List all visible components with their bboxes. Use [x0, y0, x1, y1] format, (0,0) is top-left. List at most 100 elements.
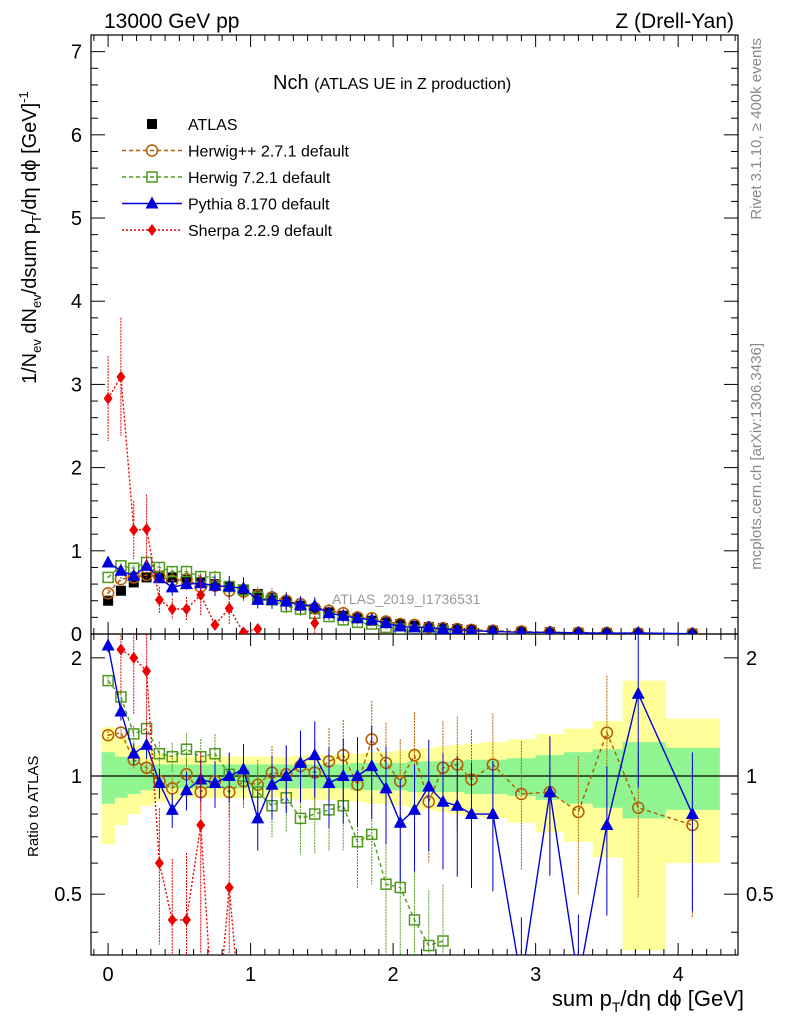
pythia-marker — [487, 624, 499, 634]
pythia-marker — [336, 769, 350, 782]
herwig-marker — [166, 565, 178, 578]
pythia-marker — [308, 598, 322, 611]
band-inner-bin — [127, 759, 141, 794]
pythia-marker — [194, 576, 208, 589]
sherpa-marker — [196, 588, 206, 601]
herwig-marker — [294, 812, 307, 825]
y-tick-label: 3 — [71, 374, 82, 396]
herwig-marker — [114, 726, 128, 739]
x-tick-label: 1 — [245, 964, 256, 986]
sherpa-marker — [167, 603, 177, 616]
sherpa-marker — [181, 603, 191, 616]
uncertainty-bands — [101, 680, 720, 951]
pythia-marker — [422, 779, 436, 792]
sherpa-marker — [196, 819, 206, 832]
plot-title-main: Nch — [273, 72, 309, 94]
pythia-marker — [165, 802, 179, 815]
herwig-marker — [408, 914, 421, 926]
legend-label-pythia: Pythia 8.170 default — [188, 197, 330, 214]
ratio-series-sherpa — [116, 634, 236, 955]
pythia-marker — [572, 974, 585, 986]
x-tick-label: 2 — [388, 964, 399, 986]
herwig-marker — [153, 747, 166, 760]
herwig-marker — [380, 878, 392, 891]
pythia-marker — [451, 622, 464, 634]
herwig-marker — [437, 935, 449, 947]
pythia-marker — [365, 612, 379, 625]
pythia-marker — [422, 620, 436, 633]
plot-layer: 0 1 2 3 4 0 1 2 3 4 5 6 7 0.5 0.5 1 1 2 2 — [54, 34, 774, 986]
atlas-marker — [115, 585, 126, 596]
y-tick-label: 0 — [71, 624, 82, 646]
legend: ATLAS Herwig++ 2.7.1 default Herwig 7.2.1 … — [122, 117, 350, 240]
legend-marker-herwig — [145, 144, 159, 157]
sherpa-marker — [142, 665, 152, 678]
pythia-marker — [450, 798, 464, 811]
ratio-series-pythia — [101, 634, 699, 986]
pythia-marker — [251, 811, 265, 824]
pythia-marker — [251, 592, 265, 605]
sherpa-line — [107, 374, 258, 634]
pythia-marker — [465, 807, 479, 820]
pythia-marker — [631, 686, 645, 699]
sherpa-marker — [116, 370, 126, 383]
pythia-marker — [633, 625, 643, 634]
herwig-marker — [515, 787, 528, 801]
herwig-line — [107, 730, 693, 826]
herwig-marker — [351, 836, 364, 848]
sherpa-marker — [154, 593, 164, 606]
rivet-version-text: Rivet 3.1.10, ≥ 400k events — [748, 38, 765, 220]
sherpa-marker — [129, 524, 139, 537]
herwig-marker — [180, 743, 193, 755]
legend-label-atlas: ATLAS — [188, 117, 238, 134]
legend-marker-herwig — [146, 171, 158, 183]
y-tick-label: 1 — [71, 541, 82, 563]
herwig-marker — [209, 747, 221, 760]
pythia-line — [107, 561, 693, 634]
pythia-marker — [379, 781, 393, 794]
herwig-marker — [394, 881, 406, 894]
pythia-marker — [236, 581, 250, 594]
pythia-marker — [222, 769, 236, 782]
pythia-marker — [322, 606, 336, 619]
pythia-marker — [350, 769, 364, 782]
analysis-watermark: ATLAS_2019_I1736531 — [332, 591, 481, 607]
pythia-line — [107, 645, 694, 955]
herwig-marker — [102, 674, 114, 687]
herwig-marker — [308, 808, 321, 820]
pythia-marker — [515, 974, 528, 986]
x-axis-label: sum pT/dη dϕ [GeV] — [552, 986, 744, 1015]
sherpa-marker — [142, 523, 152, 536]
sherpa-marker — [129, 651, 139, 664]
pythia-marker — [379, 616, 393, 629]
band-inner-bin — [464, 759, 483, 794]
mcplots-text: mcplots.cern.ch [arXiv:1306.3436] — [748, 343, 765, 570]
ratio-series-herwig — [102, 674, 449, 955]
pythia-marker — [393, 619, 407, 632]
ratio-y-tick-label-right: 0.5 — [746, 884, 774, 906]
y-tick-label: 2 — [71, 458, 82, 480]
x-tick-label: 4 — [673, 964, 684, 986]
pythia-marker — [208, 775, 222, 788]
sherpa-marker — [210, 618, 220, 631]
y-axis-label-main: 1/Nev dNev/dsum pT/dη dϕ [GeV]-1 — [16, 91, 44, 384]
herwig-marker — [115, 691, 127, 703]
pythia-marker — [322, 775, 336, 788]
pythia-marker — [101, 555, 115, 568]
pythia-marker — [573, 625, 583, 634]
herwig-marker — [101, 586, 115, 600]
pythia-marker — [101, 638, 115, 651]
ratio-y-tick-label: 1 — [71, 766, 82, 788]
herwig-line — [107, 680, 444, 947]
herwig-line — [107, 574, 693, 634]
atlas-marker — [103, 595, 114, 606]
pythia-marker — [222, 579, 236, 592]
pythia-marker — [685, 807, 699, 820]
herwig-marker — [180, 565, 193, 578]
pythia-marker — [279, 769, 293, 782]
pythia-marker — [179, 783, 193, 796]
sherpa-marker — [238, 626, 248, 634]
pythia-marker — [236, 762, 250, 775]
herwig-marker — [128, 728, 140, 740]
pythia-marker — [165, 580, 179, 593]
